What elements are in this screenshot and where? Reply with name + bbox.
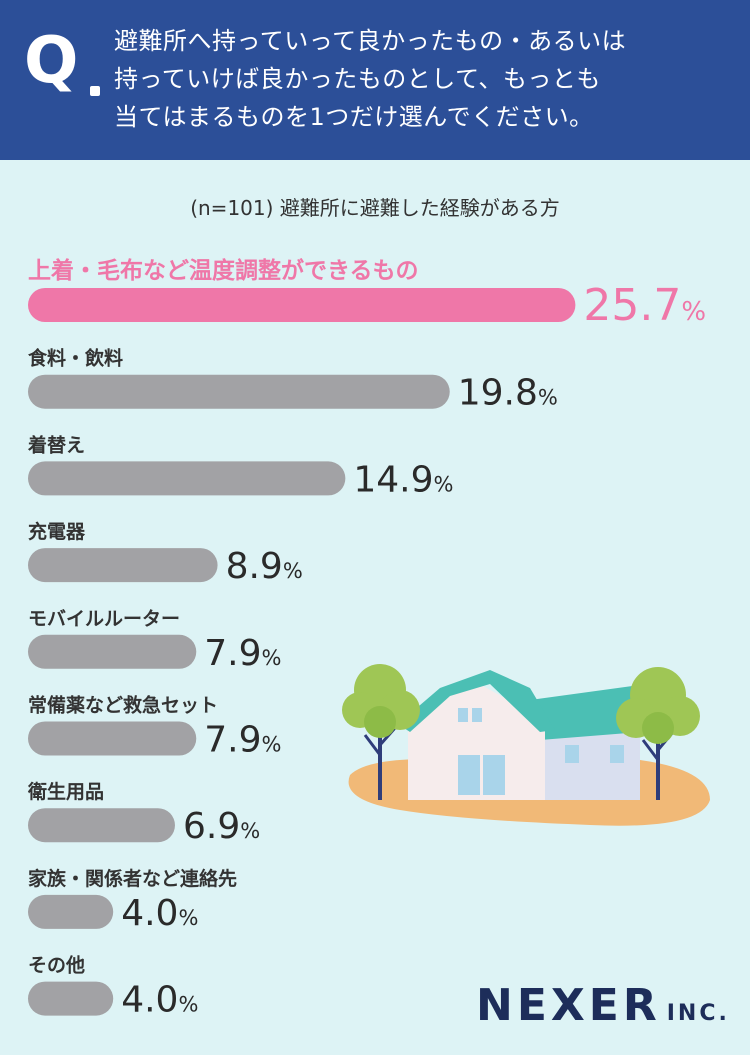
category-label: 家族・関係者など連絡先 — [28, 867, 237, 890]
question-line-2: 持っていけば良かったものとして、もっとも — [114, 65, 601, 93]
bar — [28, 721, 197, 756]
category-label: 上着・毛布など温度調整ができるもの — [28, 257, 419, 284]
value-label: 8.9% — [226, 546, 303, 587]
bar — [28, 374, 450, 409]
bar — [28, 894, 114, 929]
bar — [28, 981, 114, 1016]
value-label: 19.8% — [458, 373, 558, 414]
value-label: 14.9% — [353, 459, 453, 500]
logo-main: NEXER — [476, 980, 661, 1031]
value-label: 4.0% — [121, 893, 198, 934]
category-label: その他 — [28, 954, 85, 977]
value-label: 4.0% — [121, 980, 198, 1021]
question-text: 避難所へ持っていって良かったもの・あるいは 持っていけば良かったものとして、もっ… — [114, 22, 734, 136]
category-label: 充電器 — [28, 520, 86, 543]
value-label: 7.9% — [204, 720, 281, 761]
house-illustration — [342, 664, 710, 826]
q-mark: Q — [24, 24, 79, 98]
value-label: 7.9% — [204, 633, 281, 674]
bar — [28, 548, 218, 583]
question-header: Q 避難所へ持っていって良かったもの・あるいは 持っていけば良かったものとして、… — [0, 0, 750, 160]
bar — [28, 808, 175, 843]
category-label: モバイルルーター — [28, 608, 180, 630]
bar — [28, 634, 197, 669]
q-dot — [90, 86, 100, 96]
value-label: 25.7% — [583, 280, 706, 331]
category-label: 常備薬など救急セット — [28, 694, 218, 717]
category-label: 食料・飲料 — [28, 347, 123, 370]
chart-subtitle: (n=101) 避難所に避難した経験がある方 — [190, 196, 560, 220]
logo-suffix: INC. — [666, 1001, 730, 1026]
nexer-logo: NEXER INC. — [476, 980, 730, 1031]
bar — [28, 461, 346, 496]
bar — [28, 288, 576, 322]
category-label: 衛生用品 — [27, 780, 104, 803]
question-line-1: 避難所へ持っていって良かったもの・あるいは — [114, 27, 627, 55]
value-label: 6.9% — [183, 806, 260, 847]
question-line-3: 当てはまるものを1つだけ選んでください。 — [114, 103, 594, 131]
category-label: 着替え — [28, 433, 85, 456]
